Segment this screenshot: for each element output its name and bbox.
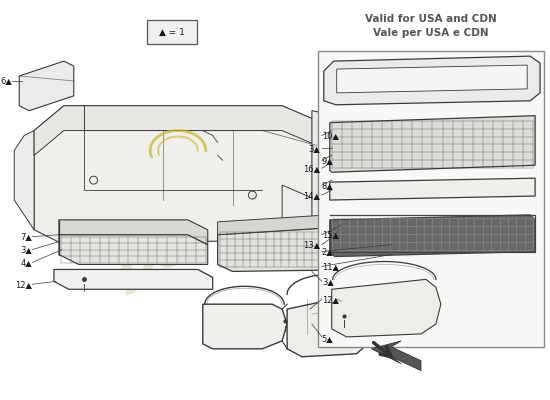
Polygon shape <box>218 212 391 235</box>
Polygon shape <box>14 130 34 230</box>
Text: 10▲: 10▲ <box>322 131 339 140</box>
Polygon shape <box>282 185 317 254</box>
Text: 8▲: 8▲ <box>322 181 334 190</box>
Text: 12▲: 12▲ <box>322 295 339 304</box>
Text: Valid for USA and CDN: Valid for USA and CDN <box>365 14 497 24</box>
Polygon shape <box>59 235 208 264</box>
Text: 15▲: 15▲ <box>322 230 339 239</box>
Bar <box>318 51 544 347</box>
Polygon shape <box>330 178 535 200</box>
Text: 4▲: 4▲ <box>20 258 32 267</box>
Polygon shape <box>371 341 421 371</box>
Polygon shape <box>330 116 535 172</box>
Text: 13▲: 13▲ <box>302 240 320 249</box>
Text: ▲ = 1: ▲ = 1 <box>159 28 185 37</box>
Polygon shape <box>218 225 391 272</box>
Text: 3▲: 3▲ <box>308 144 320 153</box>
Polygon shape <box>203 304 287 349</box>
Text: 14▲: 14▲ <box>303 190 320 200</box>
Text: 11▲: 11▲ <box>322 262 339 271</box>
Text: 7▲: 7▲ <box>20 232 32 241</box>
Polygon shape <box>287 294 376 357</box>
Text: 9▲: 9▲ <box>322 156 333 165</box>
Polygon shape <box>34 106 317 245</box>
Text: dino: dino <box>63 117 254 243</box>
Text: 2▲: 2▲ <box>322 247 333 256</box>
Text: 12▲: 12▲ <box>15 280 32 289</box>
Polygon shape <box>54 270 213 289</box>
Polygon shape <box>337 65 527 93</box>
Polygon shape <box>322 126 386 252</box>
Polygon shape <box>312 111 391 270</box>
Polygon shape <box>59 220 208 245</box>
Polygon shape <box>330 215 535 256</box>
Polygon shape <box>324 56 540 105</box>
Text: parts: parts <box>107 184 289 296</box>
Text: 16▲: 16▲ <box>302 164 320 173</box>
Text: 3▲: 3▲ <box>322 277 334 286</box>
Text: Vale per USA e CDN: Vale per USA e CDN <box>373 28 489 38</box>
Text: 6▲: 6▲ <box>1 76 12 86</box>
Polygon shape <box>332 279 441 337</box>
Text: since 1999: since 1999 <box>177 192 268 238</box>
Polygon shape <box>19 61 74 111</box>
Text: 3▲: 3▲ <box>20 245 32 254</box>
Polygon shape <box>34 106 317 155</box>
Text: 5▲: 5▲ <box>322 334 333 343</box>
FancyBboxPatch shape <box>147 20 197 44</box>
